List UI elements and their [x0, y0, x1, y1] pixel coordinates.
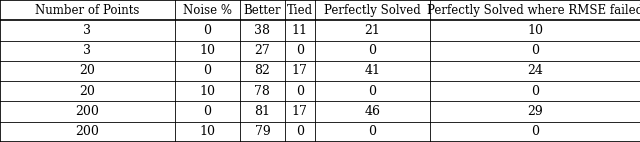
Text: 0: 0: [296, 85, 304, 98]
Text: 0: 0: [369, 85, 376, 98]
Text: 17: 17: [292, 105, 308, 118]
Text: 21: 21: [365, 24, 380, 37]
Text: 82: 82: [255, 64, 270, 78]
Text: 10: 10: [200, 125, 215, 138]
Text: 0: 0: [531, 85, 539, 98]
Text: 10: 10: [200, 44, 215, 57]
Text: 78: 78: [255, 85, 270, 98]
Text: 20: 20: [79, 85, 95, 98]
Text: 10: 10: [527, 24, 543, 37]
Text: 0: 0: [369, 44, 376, 57]
Text: 38: 38: [255, 24, 271, 37]
Text: 0: 0: [296, 125, 304, 138]
Text: 3: 3: [83, 24, 92, 37]
Text: 29: 29: [527, 105, 543, 118]
Text: 20: 20: [79, 64, 95, 78]
Text: 27: 27: [255, 44, 270, 57]
Text: Tied: Tied: [287, 4, 313, 17]
Text: 0: 0: [204, 105, 211, 118]
Text: 3: 3: [83, 44, 92, 57]
Text: Perfectly Solved where RMSE failed: Perfectly Solved where RMSE failed: [427, 4, 640, 17]
Text: 81: 81: [255, 105, 271, 118]
Text: 0: 0: [369, 125, 376, 138]
Text: 46: 46: [365, 105, 380, 118]
Text: 41: 41: [365, 64, 380, 78]
Text: 17: 17: [292, 64, 308, 78]
Text: 0: 0: [531, 125, 539, 138]
Text: 79: 79: [255, 125, 270, 138]
Text: 0: 0: [204, 24, 211, 37]
Text: 0: 0: [296, 44, 304, 57]
Text: Better: Better: [244, 4, 281, 17]
Text: Perfectly Solved: Perfectly Solved: [324, 4, 421, 17]
Text: 200: 200: [76, 105, 99, 118]
Text: 0: 0: [531, 44, 539, 57]
Text: 0: 0: [204, 64, 211, 78]
Text: Noise %: Noise %: [183, 4, 232, 17]
Text: 10: 10: [200, 85, 215, 98]
Text: Number of Points: Number of Points: [35, 4, 140, 17]
Text: 24: 24: [527, 64, 543, 78]
Text: 200: 200: [76, 125, 99, 138]
Text: 11: 11: [292, 24, 308, 37]
